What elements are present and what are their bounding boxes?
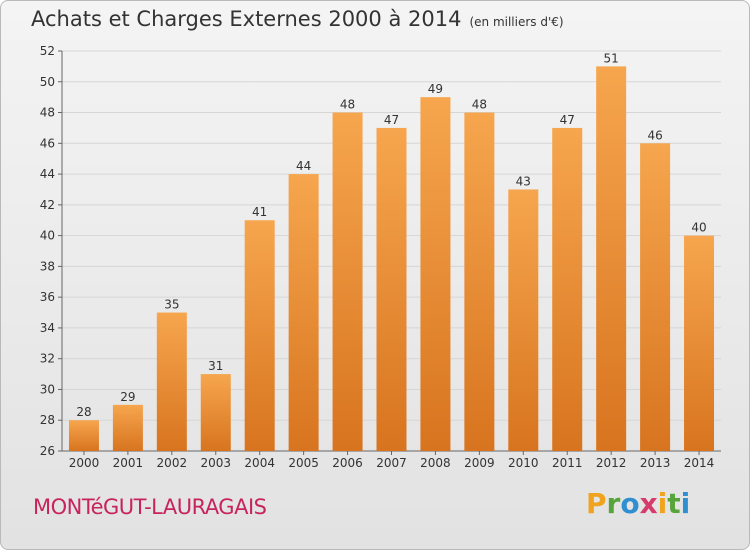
title-text: Achats et Charges Externes 2000 à 2014 <box>31 7 462 31</box>
x-tick-label: 2005 <box>288 456 319 470</box>
x-tick-label: 2009 <box>464 456 495 470</box>
data-label: 35 <box>164 298 179 312</box>
x-tick-label: 2004 <box>244 456 275 470</box>
x-tick-label: 2003 <box>200 456 231 470</box>
y-tick-label: 46 <box>40 136 55 150</box>
data-label: 46 <box>647 128 662 142</box>
bar <box>112 404 143 451</box>
bar <box>508 189 539 451</box>
bar <box>376 127 407 451</box>
bar <box>332 112 363 452</box>
bar <box>464 112 495 452</box>
chart-subtitle: (en milliers d'€) <box>469 15 564 29</box>
data-label: 43 <box>516 174 531 188</box>
data-label: 47 <box>560 113 575 127</box>
logo-letter: o <box>620 487 640 520</box>
x-tick-label: 2012 <box>596 456 627 470</box>
y-tick-label: 30 <box>40 382 55 396</box>
data-label: 51 <box>604 51 619 65</box>
y-tick-label: 52 <box>40 44 55 58</box>
logo-letter: x <box>639 487 658 520</box>
y-tick-label: 42 <box>40 198 55 212</box>
y-tick-label: 26 <box>40 444 55 458</box>
x-tick-label: 2002 <box>157 456 188 470</box>
bar <box>200 374 231 451</box>
x-tick-label: 2006 <box>332 456 363 470</box>
bar <box>684 235 715 451</box>
x-tick-label: 2008 <box>420 456 451 470</box>
y-tick-label: 28 <box>40 413 55 427</box>
data-label: 48 <box>472 98 487 112</box>
y-tick-label: 48 <box>40 106 55 120</box>
y-tick-label: 38 <box>40 259 55 273</box>
bar <box>552 127 583 451</box>
data-label: 29 <box>120 390 135 404</box>
bar <box>640 143 671 452</box>
y-tick-label: 40 <box>40 229 55 243</box>
logo-letter: i <box>657 487 668 520</box>
chart-title: Achats et Charges Externes 2000 à 2014 (e… <box>31 7 564 31</box>
proxiti-logo: Proxiti <box>586 487 690 520</box>
data-label: 44 <box>296 159 311 173</box>
data-label: 47 <box>384 113 399 127</box>
bar <box>288 174 319 452</box>
x-tick-label: 2011 <box>552 456 583 470</box>
logo-letter: i <box>680 487 691 520</box>
data-label: 31 <box>208 359 223 373</box>
data-label: 48 <box>340 98 355 112</box>
data-label: 40 <box>691 221 706 235</box>
data-label: 28 <box>76 405 91 419</box>
x-tick-label: 2007 <box>376 456 407 470</box>
x-tick-label: 2013 <box>640 456 671 470</box>
data-label: 41 <box>252 205 267 219</box>
y-tick-label: 44 <box>40 167 55 181</box>
data-label: 49 <box>428 82 443 96</box>
bar <box>420 97 451 452</box>
x-tick-label: 2010 <box>508 456 539 470</box>
commune-name: MONTéGUT-LAURAGAIS <box>33 495 267 519</box>
bar <box>596 66 627 451</box>
y-tick-label: 34 <box>40 321 55 335</box>
y-tick-label: 36 <box>40 290 55 304</box>
bar <box>68 420 99 451</box>
bar <box>244 220 275 451</box>
logo-letter: t <box>667 487 681 520</box>
y-tick-label: 50 <box>40 75 55 89</box>
x-tick-label: 2014 <box>684 456 715 470</box>
logo-letter: P <box>586 487 607 520</box>
x-tick-label: 2000 <box>69 456 100 470</box>
y-tick-label: 32 <box>40 352 55 366</box>
bar <box>156 312 187 451</box>
x-tick-label: 2001 <box>113 456 144 470</box>
logo-letter: r <box>606 487 621 520</box>
